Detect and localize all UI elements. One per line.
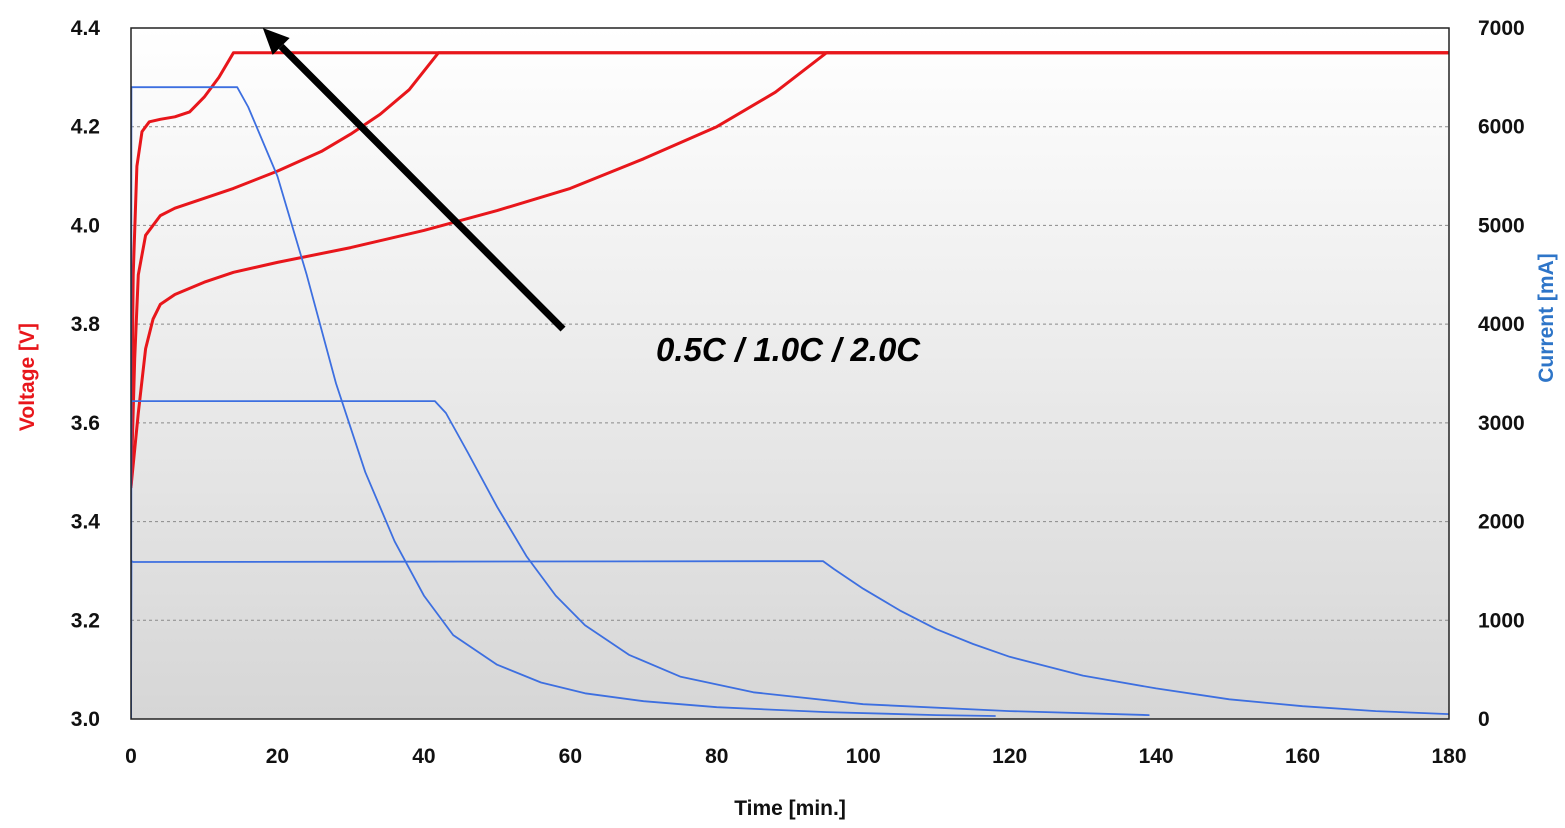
y-axis-label-left: Voltage [V] [16,323,39,431]
voltage-series-line [131,51,1449,489]
y-left-tick-label: 4.0 [71,214,100,237]
x-tick-label: 40 [412,745,435,768]
voltage-series-line [131,51,1449,489]
current-series-line [131,560,1449,719]
y-left-tick-label: 4.2 [71,116,100,139]
x-tick-label: 120 [992,745,1027,768]
current-series-line [131,400,1150,719]
annotation-arrow-head [262,28,290,55]
y-left-tick-label: 3.8 [71,313,101,336]
y-left-tick-label: 4.4 [71,17,101,40]
y-right-tick-label: 1000 [1478,609,1525,632]
x-tick-label: 160 [1285,745,1320,768]
y-right-tick-label: 5000 [1478,214,1525,237]
current-series-line [131,86,996,719]
x-tick-label: 140 [1139,745,1174,768]
y-right-tick-label: 6000 [1478,116,1525,139]
x-tick-label: 80 [705,745,728,768]
y-right-tick-label: 7000 [1478,17,1525,40]
tick-labels: 3.03.23.43.63.84.04.24.40100020003000400… [71,17,1525,768]
annotation-arrow-shaft [278,43,566,332]
voltage-series-line [131,51,1449,489]
gridlines [131,126,1449,621]
annotation-text: 0.5C / 1.0C / 2.0C [656,331,921,368]
plot-frame [130,27,1450,720]
y-left-tick-label: 3.4 [71,511,101,534]
x-tick-label: 0 [125,745,137,768]
y-right-tick-label: 2000 [1478,511,1525,534]
plot-area [131,28,1449,719]
series-group [131,51,1449,719]
x-tick-label: 180 [1431,745,1466,768]
y-axis-label-right: Current [mA] [1535,253,1558,383]
y-right-tick-label: 0 [1478,708,1490,731]
y-left-tick-label: 3.2 [71,609,100,632]
x-tick-label: 20 [266,745,289,768]
x-axis-label: Time [min.] [734,797,846,820]
x-tick-label: 60 [559,745,582,768]
y-right-tick-label: 4000 [1478,313,1525,336]
y-left-tick-label: 3.0 [71,708,100,731]
y-right-tick-label: 3000 [1478,412,1525,435]
x-tick-label: 100 [846,745,881,768]
annotation-group: 0.5C / 1.0C / 2.0C [262,28,921,368]
y-left-tick-label: 3.6 [71,412,100,435]
